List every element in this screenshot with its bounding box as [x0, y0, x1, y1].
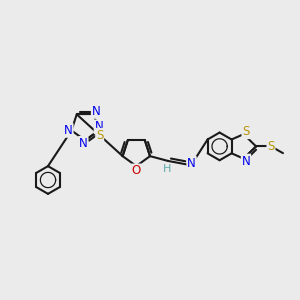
Text: N: N: [79, 137, 88, 150]
Text: N: N: [94, 120, 103, 133]
Text: N: N: [187, 157, 196, 170]
Text: H: H: [163, 164, 171, 174]
Text: O: O: [132, 164, 141, 177]
Text: S: S: [96, 129, 103, 142]
Text: N: N: [64, 124, 73, 137]
Text: S: S: [267, 140, 274, 153]
Text: N: N: [242, 154, 250, 167]
Text: S: S: [242, 125, 250, 138]
Text: N: N: [92, 105, 100, 118]
